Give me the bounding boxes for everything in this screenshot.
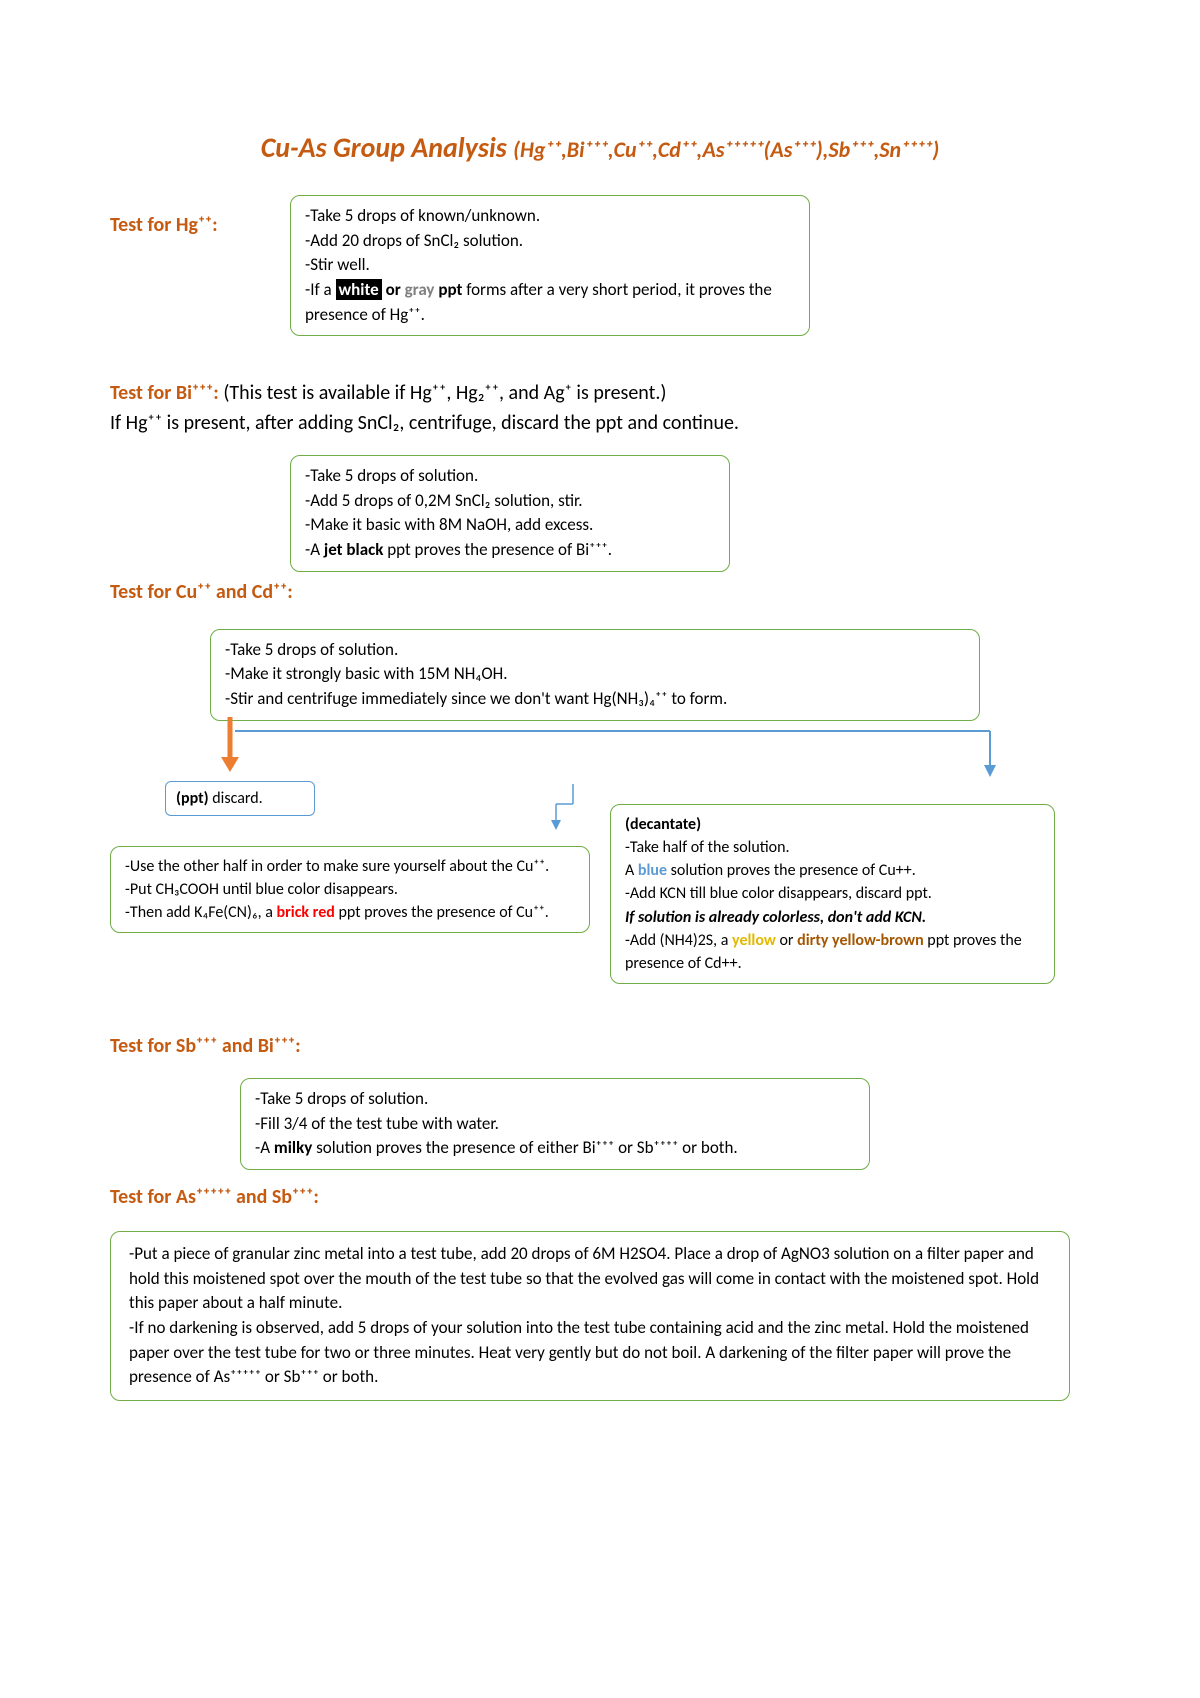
heading-sbbi: Test for Sb⁺⁺⁺ and Bi⁺⁺⁺: [110,1034,1090,1058]
cucd-top-3: -Stir and centrifuge immediately since w… [225,687,965,712]
hg-result: -If a white or gray ppt forms after a ve… [305,278,795,327]
hg-line-3: -Stir well. [305,253,795,278]
cd-l2: A blue solution proves the presence of C… [625,859,1040,882]
cd-dec: (decantate) [625,813,1040,836]
title-sub: (Hg⁺⁺,Bi⁺⁺⁺,Cu⁺⁺,Cd⁺⁺,As⁺⁺⁺⁺⁺(As⁺⁺⁺),Sb⁺… [513,136,939,163]
sbbi-l1: -Take 5 drops of solution. [255,1087,855,1112]
box-sbbi: -Take 5 drops of solution. -Fill 3/4 of … [240,1078,870,1170]
sbbi-l3: -A milky solution proves the presence of… [255,1136,855,1161]
heading-cucd: Test for Cu⁺⁺ and Cd⁺⁺: [110,580,1090,604]
box-cucd-top: -Take 5 drops of solution. -Make it stro… [210,629,980,721]
cd-l3: -Add KCN till blue color disappears, dis… [625,882,1040,905]
bi-line-2: -Add 5 drops of 0,2M SnCl₂ solution, sti… [305,489,715,514]
title-main: Cu-As Group Analysis [261,130,513,165]
hg-line-2: -Add 20 drops of SnCl₂ solution. [305,229,795,254]
cd-l1: -Take half of the solution. [625,836,1040,859]
heading-bi: Test for Bi⁺⁺⁺: [110,381,223,405]
heading-hg: Test for Hg⁺⁺: [110,205,270,237]
assb-p2: -If no darkening is observed, add 5 drop… [129,1316,1051,1390]
page-title: Cu-As Group Analysis (Hg⁺⁺,Bi⁺⁺⁺,Cu⁺⁺,Cd… [110,130,1090,165]
bi-result: -A jet black ppt proves the presence of … [305,538,715,563]
bi-heading-note: (This test is available if Hg⁺⁺, Hg₂⁺⁺, … [223,381,666,405]
box-ppt-discard: (ppt) discard. [165,781,315,816]
arrow-blue-right-icon [235,725,1005,785]
cucd-top-1: -Take 5 drops of solution. [225,638,965,663]
cucd-top-2: -Make it strongly basic with 15M NH₄OH. [225,662,965,687]
cd-l5: -Add (NH4)2S, a yellow or dirty yellow-b… [625,929,1040,975]
cu-left-2: -Put CH₃COOH until blue color disappears… [125,878,575,901]
cd-l4: If solution is already colorless, don't … [625,906,1040,929]
box-bi: -Take 5 drops of solution. -Add 5 drops … [290,455,730,572]
bi-note2: If Hg⁺⁺ is present, after adding SnCl₂, … [110,411,1090,435]
bi-line-3: -Make it basic with 8M NaOH, add excess. [305,513,715,538]
box-cd-right: (decantate) -Take half of the solution. … [610,804,1055,984]
bi-line-1: -Take 5 drops of solution. [305,464,715,489]
assb-p1: -Put a piece of granular zinc metal into… [129,1242,1051,1316]
cu-left-1: -Use the other half in order to make sur… [125,855,575,878]
hg-line-1: -Take 5 drops of known/unknown. [305,204,795,229]
box-assb: -Put a piece of granular zinc metal into… [110,1231,1070,1401]
arrow-blue-down2-icon [548,784,578,832]
sbbi-l2: -Fill 3/4 of the test tube with water. [255,1112,855,1137]
box-cu-left: -Use the other half in order to make sur… [110,846,590,934]
heading-assb: Test for As⁺⁺⁺⁺⁺ and Sb⁺⁺⁺: [110,1185,1090,1209]
box-hg: -Take 5 drops of known/unknown. -Add 20 … [290,195,810,336]
cu-left-3: -Then add K₄Fe(CN)₆, a brick red ppt pro… [125,901,575,924]
